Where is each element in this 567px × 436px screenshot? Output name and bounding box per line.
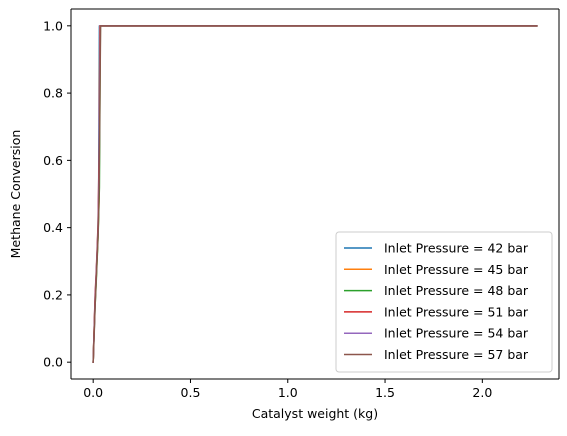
ticks-layer: 0.00.51.01.52.02.50.00.20.40.60.81.0 bbox=[43, 18, 492, 400]
legend-frame bbox=[335, 231, 553, 373]
y-tick-label: 0.6 bbox=[43, 153, 63, 168]
series-layer bbox=[92, 25, 538, 363]
legend-label-6: Inlet Pressure = 57 bar bbox=[384, 347, 529, 362]
y-tick-label: 1.0 bbox=[43, 18, 63, 33]
y-tick-label: 0.8 bbox=[43, 86, 63, 101]
series-line-6 bbox=[92, 25, 538, 363]
y-tick-label: 0.0 bbox=[43, 355, 63, 370]
legend-label-4: Inlet Pressure = 51 bar bbox=[384, 304, 529, 319]
legend-label-2: Inlet Pressure = 45 bar bbox=[384, 262, 529, 277]
x-tick-label: 1.5 bbox=[375, 385, 395, 400]
legend-entries: Inlet Pressure = 42 bar Inlet Pressure = … bbox=[344, 241, 529, 362]
x-tick-label: 1.0 bbox=[278, 385, 298, 400]
x-tick-label: 0.5 bbox=[181, 385, 201, 400]
y-tick-label: 0.4 bbox=[43, 220, 63, 235]
x-tick-label: 2.0 bbox=[472, 385, 492, 400]
axes-layer bbox=[70, 8, 560, 380]
x-axis-label: Catalyst weight (kg) bbox=[252, 406, 378, 421]
y-axis-label: Methane Conversion bbox=[8, 130, 23, 259]
x-tick-label: 0.0 bbox=[83, 385, 103, 400]
legend-label-5: Inlet Pressure = 54 bar bbox=[384, 326, 529, 341]
legend-label-3: Inlet Pressure = 48 bar bbox=[384, 283, 529, 298]
legend-label-1: Inlet Pressure = 42 bar bbox=[384, 241, 529, 256]
y-tick-label: 0.2 bbox=[43, 287, 63, 302]
legend: Inlet Pressure = 42 bar Inlet Pressure = … bbox=[335, 231, 553, 373]
